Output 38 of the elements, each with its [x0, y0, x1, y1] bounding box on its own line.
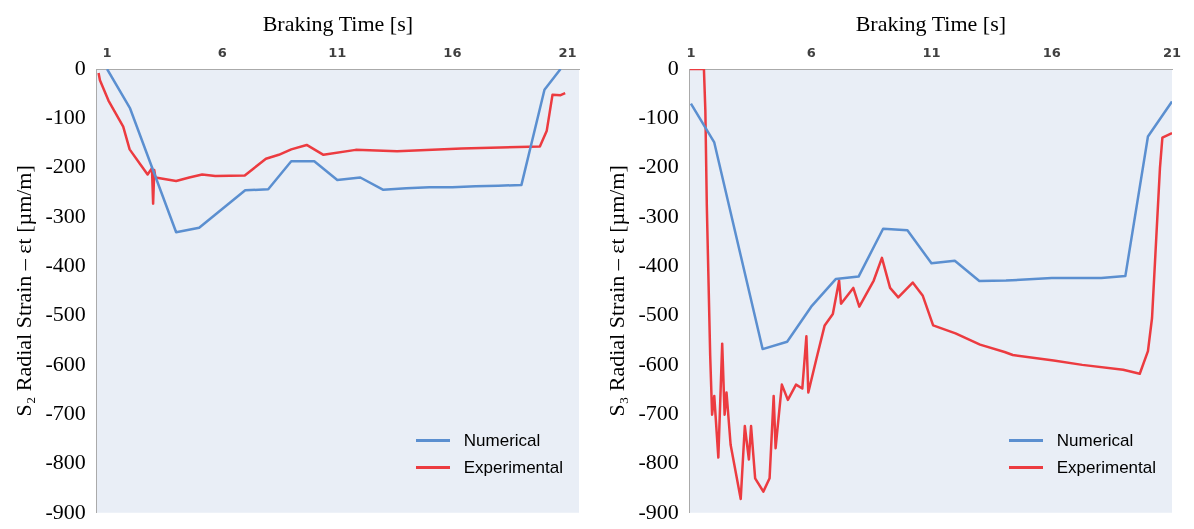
x-axis-title: Braking Time [s]: [262, 10, 414, 36]
y-tick-label: -700: [638, 399, 679, 425]
y-tick-label: -100: [45, 104, 86, 130]
y-tick-label: -300: [45, 202, 86, 228]
y-tick-label: -100: [638, 104, 679, 130]
y-tick-label: -300: [638, 202, 679, 228]
y-tick-label: 0: [74, 54, 86, 80]
legend-label: Experimental: [463, 457, 563, 479]
x-axis-title: Braking Time [s]: [855, 10, 1007, 36]
y-tick-label: -900: [638, 498, 679, 524]
y-tick-label: -900: [45, 498, 86, 524]
legend-label: Numerical: [463, 430, 541, 452]
x-tick-label: 11: [922, 44, 941, 60]
x-tick-label: 6: [806, 44, 816, 60]
x-tick-label: 1: [102, 44, 112, 60]
y-tick-label: -600: [45, 350, 86, 376]
x-tick-label: 16: [443, 44, 462, 60]
x-tick-label: 1: [686, 44, 696, 60]
y-tick-label: -700: [45, 399, 86, 425]
y-tick-label: -800: [638, 449, 679, 475]
x-tick-label: 21: [1162, 44, 1182, 60]
y-tick-label: -400: [45, 252, 86, 278]
y-tick-label: -500: [638, 301, 679, 327]
y-tick-label: -200: [638, 153, 679, 179]
legend-label: Experimental: [1056, 457, 1156, 479]
x-tick-label: 21: [558, 44, 577, 60]
y-tick-label: 0: [667, 54, 679, 80]
y-axis-title: S₂ Radial Strain – εt [µm/m]: [10, 165, 36, 417]
legend-label: Numerical: [1056, 430, 1134, 452]
y-tick-label: -500: [45, 301, 86, 327]
y-tick-label: -600: [638, 350, 679, 376]
y-tick-label: -800: [45, 449, 86, 475]
x-tick-label: 11: [328, 44, 347, 60]
y-tick-label: -200: [45, 153, 86, 179]
y-tick-label: -400: [638, 252, 679, 278]
x-tick-label: 6: [217, 44, 227, 60]
y-axis-title: S₃ Radial Strain – εt [µm/m]: [603, 165, 629, 417]
x-tick-label: 16: [1042, 44, 1061, 60]
